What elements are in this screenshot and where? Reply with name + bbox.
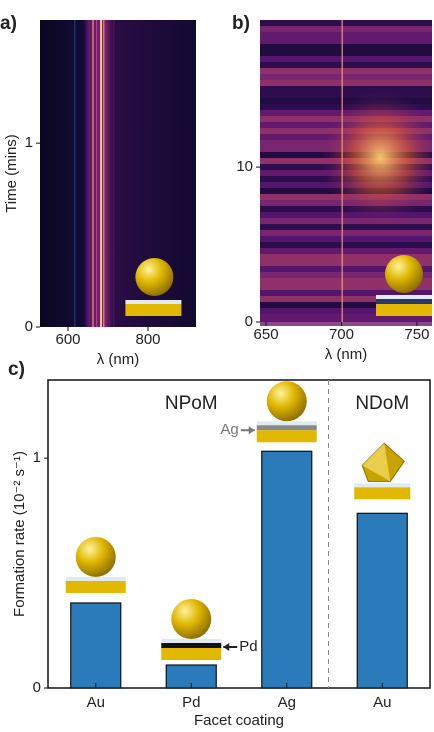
spacer-layer	[65, 576, 126, 581]
x-tick-label: Au	[373, 694, 391, 711]
x-tick-label: 600	[55, 331, 80, 348]
heatmap-band	[260, 272, 432, 278]
heatmap-band	[260, 56, 432, 62]
nanoparticle	[135, 258, 174, 296]
x-tick-label: Ag	[278, 694, 296, 711]
panel-label: a)	[0, 13, 17, 34]
heatmap-band	[260, 80, 432, 86]
x-tick-label: Pd	[182, 694, 200, 711]
heatmap-line	[113, 20, 115, 327]
heatmap-band	[260, 290, 432, 296]
heatmap-band	[260, 32, 432, 38]
spacer-layer	[354, 483, 411, 488]
heatmap-line	[103, 20, 105, 327]
x-axis-label: λ (nm)	[97, 351, 140, 368]
y-tick-label: 1	[33, 449, 41, 466]
heatmap-band	[260, 218, 432, 224]
heatmap-band	[260, 86, 432, 92]
coating-layer	[161, 643, 222, 649]
x-axis-label: λ (nm)	[325, 346, 368, 363]
gold-film	[65, 580, 126, 593]
heatmap-line	[92, 20, 94, 327]
nanoparticle	[266, 381, 307, 422]
bar	[356, 512, 408, 689]
nanoparticle	[75, 536, 116, 577]
arrow-head	[223, 643, 230, 652]
heatmap-band	[260, 320, 432, 326]
heatmap-band	[260, 302, 432, 308]
nanoparticle	[171, 599, 212, 640]
heatmap-band	[260, 278, 432, 284]
coating-layer	[376, 299, 432, 304]
heatmap-band	[260, 230, 432, 236]
spacer-layer	[376, 295, 432, 299]
x-tick-label: 750	[404, 326, 429, 343]
annotation: Pd	[239, 638, 257, 655]
x-axis-label: Facet coating	[194, 712, 284, 729]
bar	[70, 602, 122, 689]
x-tick-label: Au	[87, 694, 105, 711]
y-tick-label: 0	[25, 318, 33, 335]
x-tick-label: 650	[254, 326, 279, 343]
spacer-layer	[125, 300, 182, 304]
annotation: NPoM	[165, 393, 218, 414]
gold-film	[354, 487, 411, 500]
heatmap-line	[74, 20, 76, 327]
y-tick-label: 0	[245, 313, 253, 330]
annotation: NDoM	[355, 393, 409, 414]
heatmap-band	[260, 248, 432, 254]
heatmap-band	[260, 26, 432, 32]
heatmap-band	[260, 92, 432, 98]
heatmap-band	[260, 242, 432, 248]
spacer-layer	[161, 639, 222, 644]
y-axis-label: Time (mins)	[3, 134, 20, 213]
heatmap-band	[260, 62, 432, 68]
y-tick-label: 1	[25, 134, 33, 151]
heatmap-band	[260, 236, 432, 242]
heatmap-band	[260, 20, 432, 26]
heatmap-band	[260, 284, 432, 290]
facet	[362, 443, 391, 482]
heatmap-band	[260, 296, 432, 302]
heatmap-glow	[320, 90, 434, 224]
y-tick-label: 10	[236, 158, 253, 175]
arrow-head	[248, 426, 255, 435]
gold-film	[161, 648, 222, 661]
x-tick-label: 800	[135, 331, 160, 348]
nanoparticle	[385, 255, 423, 293]
heatmap-band	[260, 260, 432, 266]
heatmap-band	[260, 254, 432, 260]
gold-film	[125, 304, 182, 316]
heatmap-band	[260, 212, 432, 218]
heatmap-band	[260, 266, 432, 272]
x-tick-label: 700	[329, 326, 354, 343]
heatmap-band	[260, 224, 432, 230]
coating-layer	[256, 425, 317, 431]
panel-label: c)	[8, 359, 25, 380]
heatmap-band	[260, 50, 432, 56]
heatmap-line	[100, 20, 103, 327]
y-tick-label: 0	[33, 679, 41, 696]
plot-frame	[47, 379, 431, 689]
heatmap-band	[260, 68, 432, 74]
heatmap-band	[260, 38, 432, 44]
annotation: Ag	[220, 421, 238, 438]
spacer-layer	[256, 421, 317, 426]
gold-film	[256, 430, 317, 443]
heatmap-band	[260, 308, 432, 314]
gold-film	[376, 304, 432, 316]
heatmap-band	[260, 74, 432, 80]
heatmap-band	[260, 44, 432, 50]
heatmap-line	[341, 20, 343, 322]
y-axis-label: Formation rate (10⁻² s⁻¹)	[11, 451, 28, 617]
panel-label: b)	[232, 13, 250, 34]
heatmap-band	[260, 314, 432, 320]
bar	[261, 450, 313, 689]
heatmap-band	[260, 98, 432, 104]
heatmap-line	[96, 20, 98, 327]
